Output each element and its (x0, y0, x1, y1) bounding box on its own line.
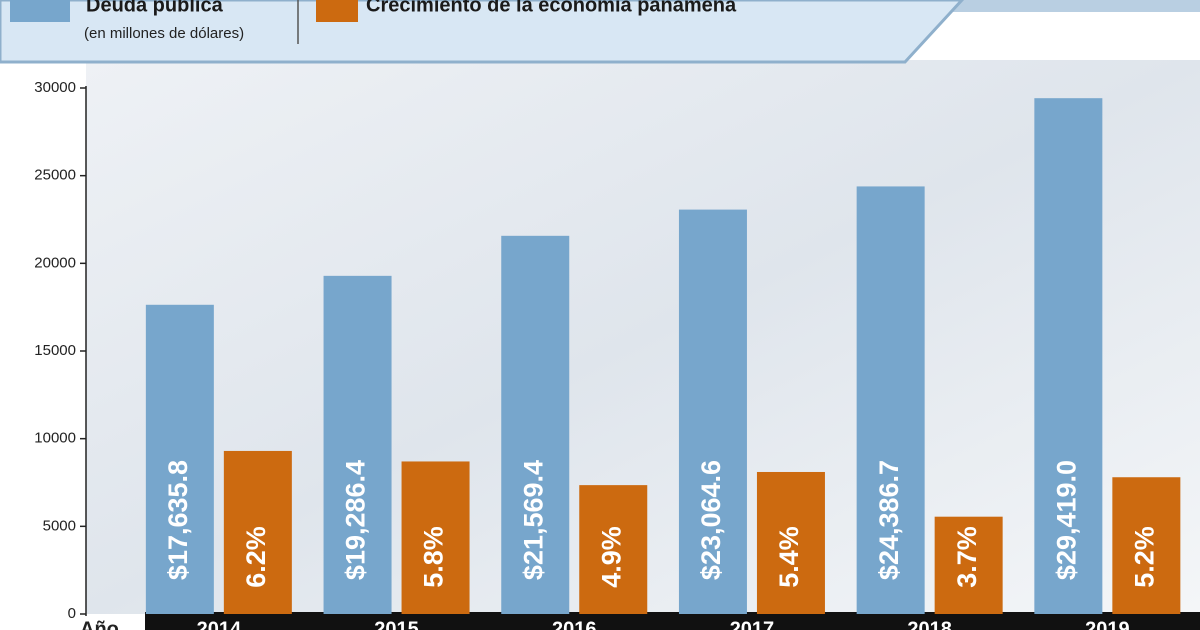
y-tick-label: 25000 (34, 167, 76, 184)
value-label: $21,569.4 (518, 460, 548, 580)
value-label: 5.4% (774, 526, 804, 588)
bar (145, 304, 214, 614)
banner-strip (940, 0, 1200, 12)
x-tick-label: 2019 (1085, 618, 1130, 630)
bar (1034, 98, 1103, 614)
bar (1112, 477, 1181, 614)
x-tick-label: 2017 (730, 618, 775, 630)
value-label: 5.2% (1129, 526, 1159, 588)
bar (501, 235, 570, 614)
bar (401, 461, 470, 614)
y-tick-label: 0 (68, 605, 76, 622)
legend-banner (0, 0, 965, 64)
value-label: $17,635.8 (163, 460, 193, 580)
legend-label: Deuda pública (86, 0, 224, 16)
value-label: $23,064.6 (696, 460, 726, 580)
legend-swatch (10, 0, 70, 22)
value-label: 6.2% (241, 526, 271, 588)
y-tick-label: 20000 (34, 254, 76, 271)
bar (223, 450, 292, 614)
y-tick-label: 10000 (34, 430, 76, 447)
value-label: 3.7% (952, 526, 982, 588)
legend-label: Crecimiento de la economía panameña (366, 0, 737, 16)
bar (856, 186, 925, 614)
value-label: $19,286.4 (341, 460, 371, 580)
bar (756, 471, 825, 614)
value-label: $24,386.7 (874, 460, 904, 580)
x-tick-label: 2015 (374, 618, 419, 630)
x-axis-label: Año (80, 618, 119, 630)
x-tick-label: 2014 (197, 618, 242, 630)
bar (579, 485, 648, 614)
bar (323, 275, 392, 614)
value-label: 4.9% (596, 526, 626, 588)
bar (934, 516, 1003, 614)
y-tick-label: 5000 (43, 517, 76, 534)
legend-swatch (316, 0, 358, 22)
value-label: 5.8% (419, 526, 449, 588)
x-tick-label: 2018 (907, 618, 952, 630)
x-axis-band (145, 612, 1200, 630)
unit-note: (en millones de dólares) (84, 25, 244, 42)
bar (678, 209, 747, 614)
x-tick-label: 2016 (552, 618, 597, 630)
y-tick-label: 15000 (34, 342, 76, 359)
value-label: $29,419.0 (1051, 460, 1081, 580)
y-tick-label: 30000 (34, 79, 76, 96)
